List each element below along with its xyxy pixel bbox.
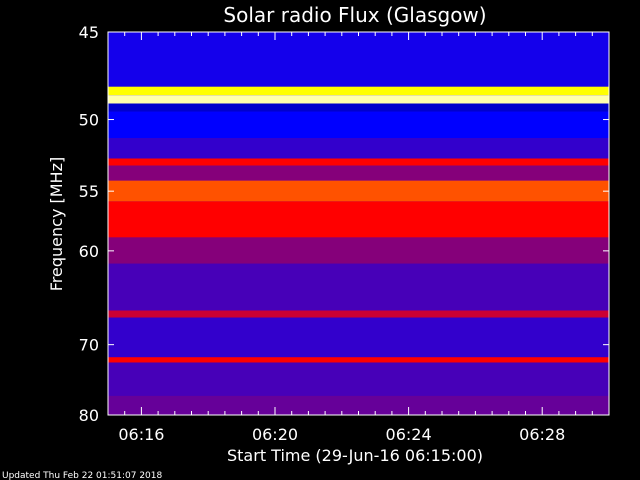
y-tick-label: 60: [79, 242, 99, 261]
y-axis-label: Frequency [MHz]: [47, 157, 66, 291]
spectrum-band: [108, 95, 609, 104]
spectrum-band: [108, 317, 609, 358]
x-axis-label: Start Time (29-Jun-16 06:15:00): [227, 446, 483, 465]
spectrum-band: [108, 138, 609, 159]
spectrum-band: [108, 395, 609, 415]
x-tick-label: 06:16: [118, 425, 164, 444]
y-axis: 45 50 55 60 70 80: [79, 23, 609, 425]
spectrum-band: [108, 111, 609, 138]
spectrum-band: [108, 263, 609, 311]
spectrum-band: [108, 357, 609, 363]
spectrum-band: [108, 158, 609, 166]
x-tick-label: 06:24: [386, 425, 432, 444]
spectrum-band: [108, 237, 609, 264]
spectrum-band: [108, 86, 609, 96]
x-axis: 06:16 06:20 06:24 06:28: [107, 32, 610, 444]
spectrogram-plot: [108, 32, 609, 415]
y-tick-label: 70: [79, 336, 99, 355]
x-tick-label: 06:28: [519, 425, 565, 444]
y-tick-label: 80: [79, 406, 99, 425]
updated-timestamp: Updated Thu Feb 22 01:51:07 2018: [2, 471, 163, 480]
y-tick-label: 45: [79, 23, 99, 42]
y-tick-label: 50: [79, 111, 99, 130]
spectrum-band: [108, 165, 609, 181]
spectrum-band: [108, 32, 609, 87]
spectrum-band: [108, 201, 609, 238]
y-tick-label: 55: [79, 182, 99, 201]
spectrum-band: [108, 103, 609, 112]
spectrum-band: [108, 310, 609, 318]
spectrum-band: [108, 180, 609, 202]
spectrum-band: [108, 362, 609, 396]
chart-title: Solar radio Flux (Glasgow): [223, 3, 486, 27]
x-tick-label: 06:20: [252, 425, 298, 444]
